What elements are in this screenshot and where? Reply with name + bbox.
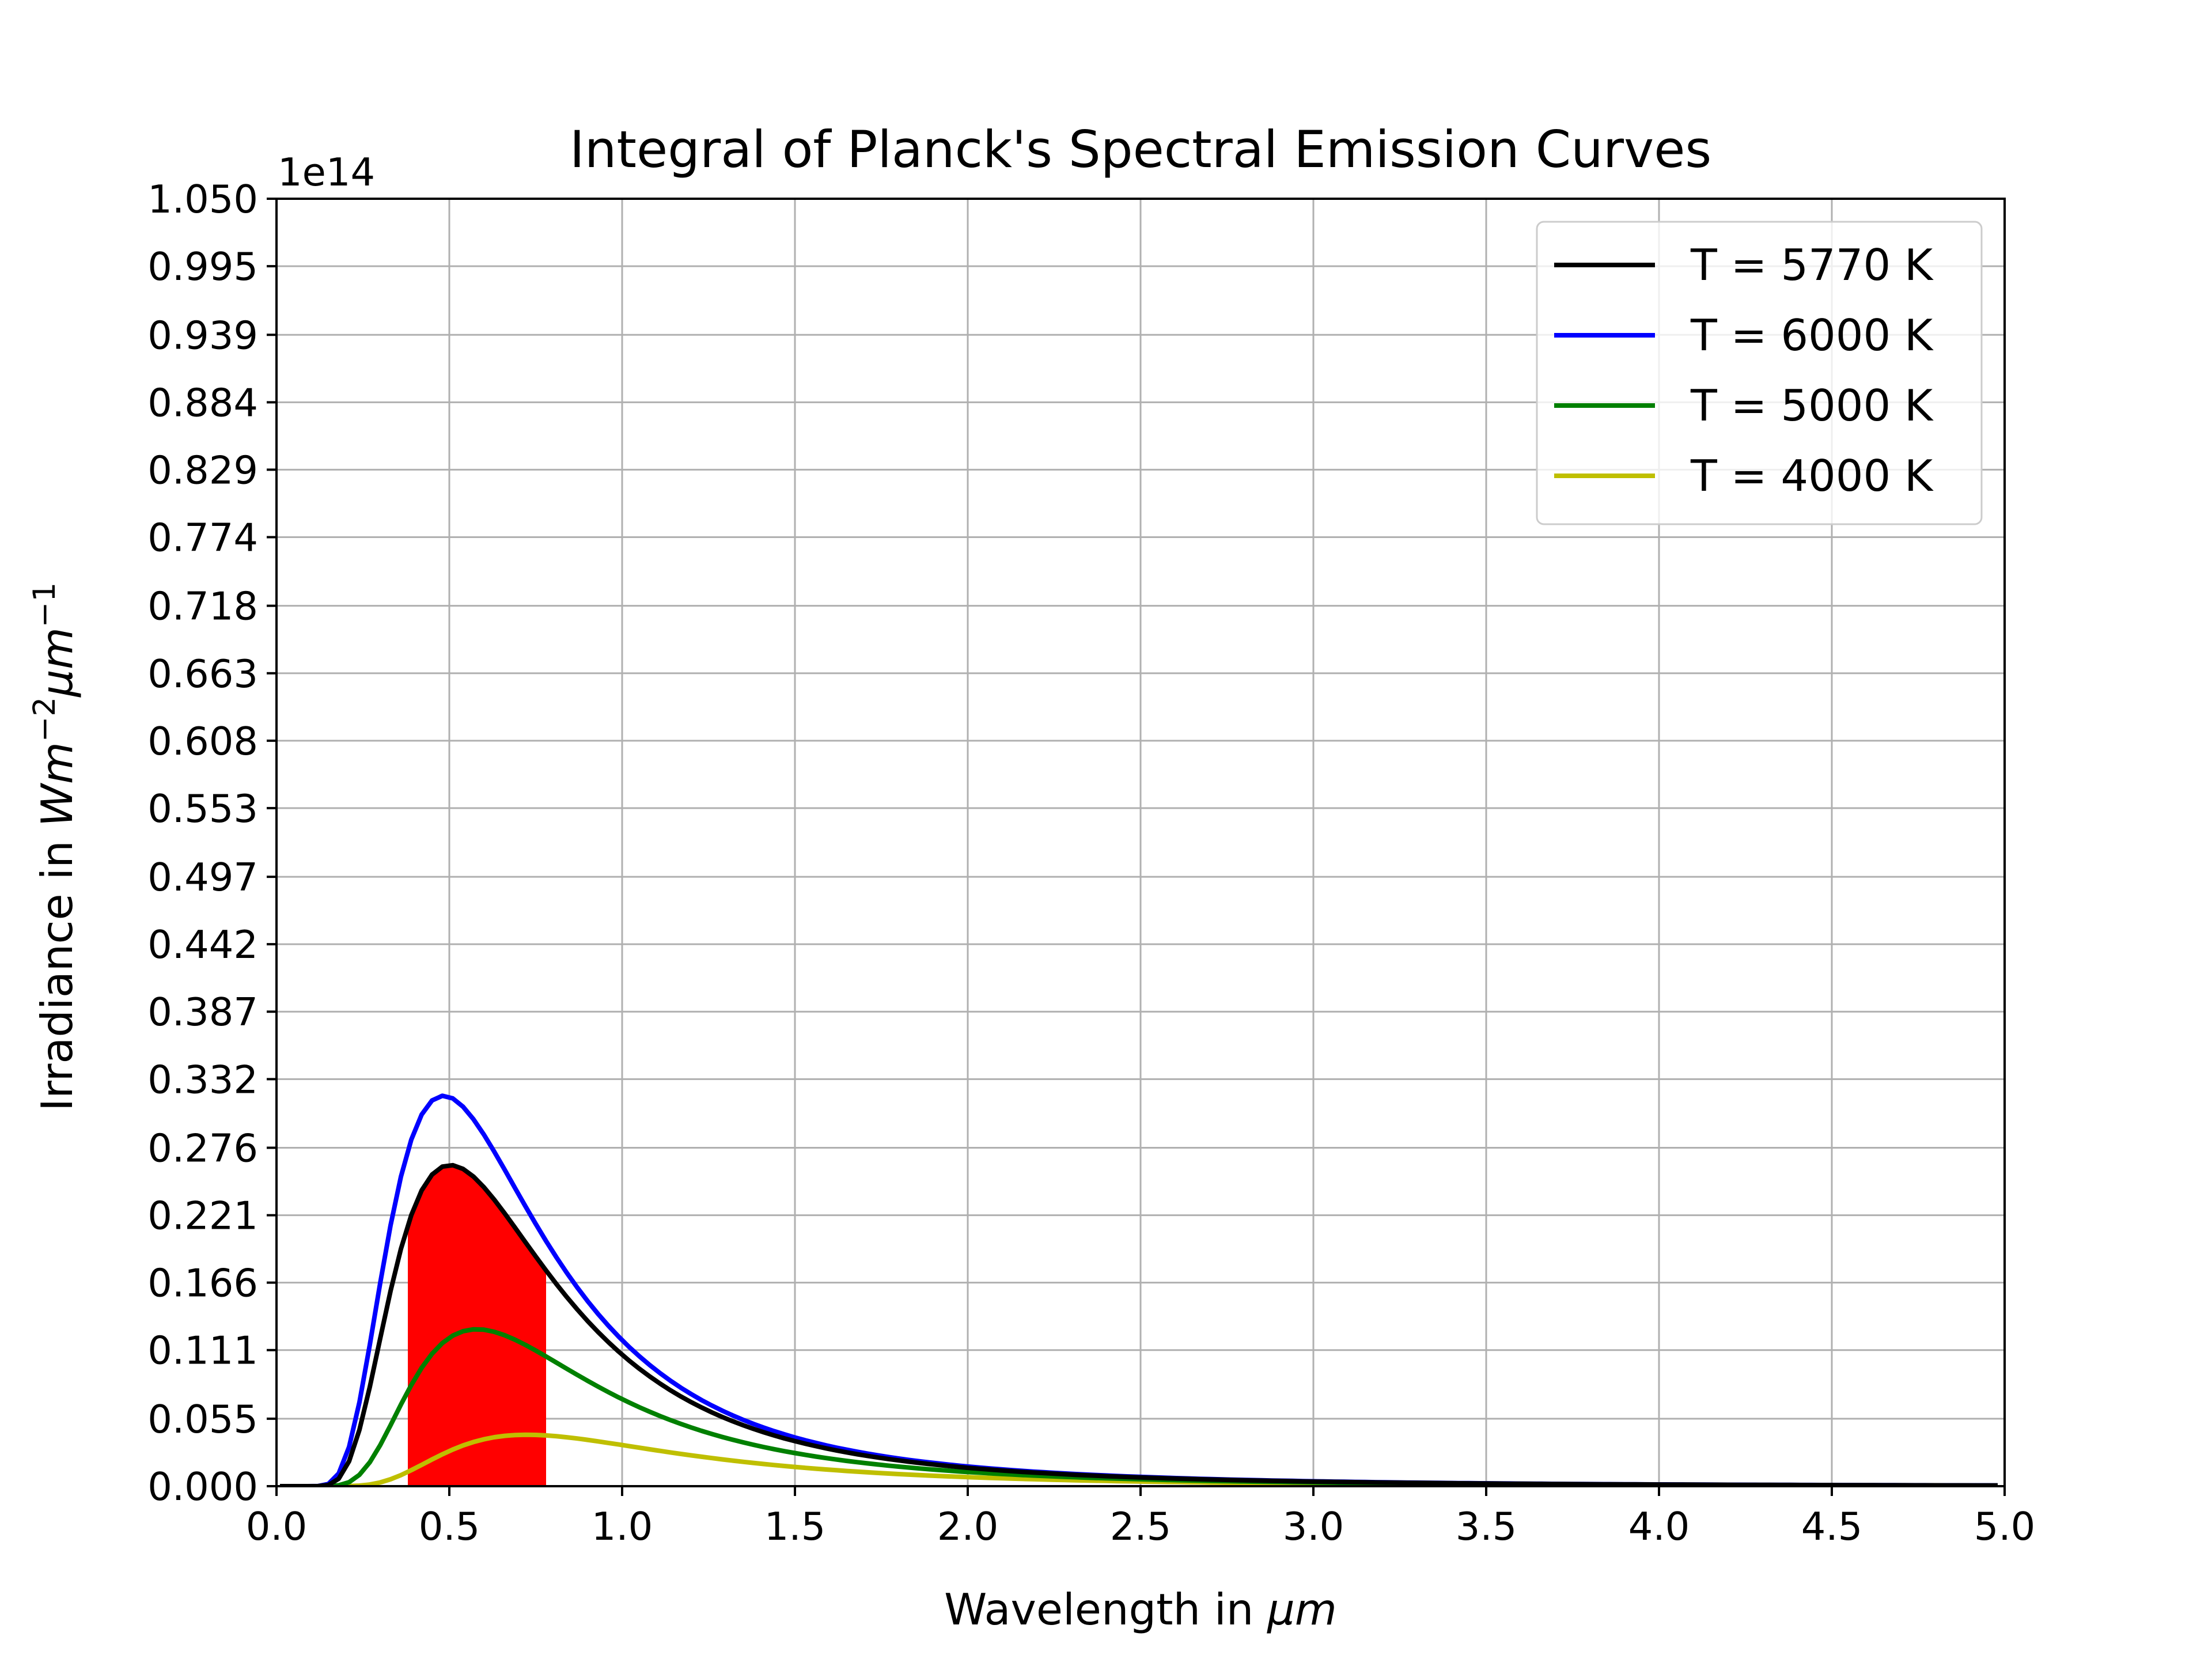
x-tick-label: 3.5 xyxy=(1456,1504,1517,1549)
y-tick-label: 0.829 xyxy=(147,448,258,493)
y-tick-label: 0.166 xyxy=(147,1261,258,1306)
x-tick-label: 5.0 xyxy=(1974,1504,2036,1549)
legend: T = 5770 K T = 6000 K T = 5000 K T = 4000 K xyxy=(1536,221,1983,525)
x-tick-label: 4.0 xyxy=(1628,1504,1690,1549)
series-line xyxy=(280,1162,1998,1486)
legend-label: T = 6000 K xyxy=(1690,310,1934,361)
y-tick-label: 0.332 xyxy=(147,1057,258,1102)
shaded-region xyxy=(408,1165,546,1486)
chart-title: Integral of Planck's Spectral Emission C… xyxy=(570,120,1711,179)
y-tick-label: 0.939 xyxy=(147,313,258,358)
y-axis-title-exp1: −2 xyxy=(27,697,62,742)
y-tick-label: 0.718 xyxy=(147,584,258,629)
y-tick-label: 0.995 xyxy=(147,244,258,289)
y-axis-title-text: Irradiance in xyxy=(32,827,82,1111)
y-axis-title: Irradiance in Wm−2μm−1 xyxy=(27,582,82,1111)
x-tick-label: 3.0 xyxy=(1283,1504,1344,1549)
legend-label: T = 5770 K xyxy=(1690,240,1934,290)
series-lines xyxy=(280,1093,1998,1486)
x-tick-label: 0.5 xyxy=(419,1504,480,1549)
x-tick-label: 2.0 xyxy=(937,1504,999,1549)
legend-label: T = 4000 K xyxy=(1690,450,1934,501)
y-tick-label: 0.884 xyxy=(147,380,258,425)
y-axis-title-mu: μm xyxy=(32,627,82,698)
x-tick-label: 1.5 xyxy=(764,1504,826,1549)
legend-label: T = 5000 K xyxy=(1690,380,1934,431)
x-axis-title-text: Wavelength in xyxy=(944,1584,1267,1635)
y-tick-label: 0.553 xyxy=(147,786,258,831)
x-tick-label: 2.5 xyxy=(1110,1504,1172,1549)
y-tick-label: 0.663 xyxy=(147,652,258,696)
y-axis-title-w: Wm xyxy=(32,742,82,827)
y-scale-label: 1e14 xyxy=(278,150,375,195)
x-tick-label: 0.0 xyxy=(246,1504,308,1549)
y-tick-label: 0.055 xyxy=(147,1397,258,1442)
x-axis: 0.0 0.5 1.0 1.5 2.0 2.5 3.0 3.5 4.0 4.5 5.0 xyxy=(246,1486,2036,1549)
y-tick-label: 0.497 xyxy=(147,855,258,900)
y-tick-label: 1.050 xyxy=(147,177,258,222)
y-tick-label: 0.000 xyxy=(147,1464,258,1509)
legend-box xyxy=(1536,221,1983,525)
y-axis: 0.000 0.055 0.111 0.166 0.221 0.276 0.332 0.387… xyxy=(147,177,276,1509)
y-tick-label: 0.442 xyxy=(147,922,258,967)
x-axis-title: Wavelength in μm xyxy=(944,1584,1337,1635)
y-axis-title-exp2: −1 xyxy=(27,582,62,627)
x-axis-title-unit: μm xyxy=(1267,1584,1337,1635)
x-tick-label: 1.0 xyxy=(592,1504,653,1549)
y-tick-label: 0.774 xyxy=(147,515,258,560)
y-tick-label: 0.111 xyxy=(147,1328,258,1373)
y-tick-label: 0.608 xyxy=(147,719,258,764)
y-tick-label: 0.221 xyxy=(147,1194,258,1238)
x-tick-label: 4.5 xyxy=(1801,1504,1863,1549)
y-tick-label: 0.387 xyxy=(147,990,258,1035)
y-tick-label: 0.276 xyxy=(147,1126,258,1171)
shaded-area xyxy=(408,1165,546,1486)
